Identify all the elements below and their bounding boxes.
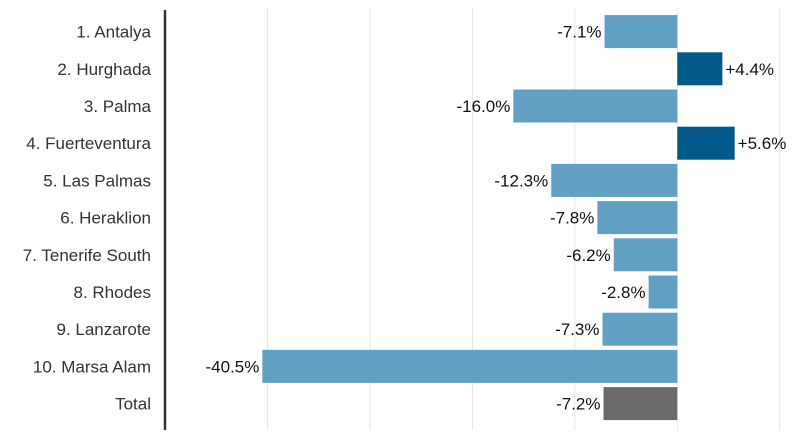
category-label: 9. Lanzarote bbox=[56, 320, 151, 339]
bar bbox=[262, 349, 678, 383]
bar bbox=[597, 201, 678, 235]
bar bbox=[603, 387, 678, 421]
data-label: +4.4% bbox=[725, 60, 774, 79]
data-label: -7.1% bbox=[557, 23, 601, 42]
category-label: 6. Heraklion bbox=[60, 209, 151, 228]
bars-group: -7.1% +4.4% -16.0% +5.6% -12.3%-7.8% -6.2% -2.… bbox=[205, 15, 787, 421]
category-label: 2. Hurghada bbox=[57, 60, 151, 79]
category-label: 4. Fuerteventura bbox=[26, 134, 151, 153]
data-label: -7.2% bbox=[556, 395, 600, 414]
data-label: -12.3% bbox=[494, 171, 548, 190]
bar bbox=[648, 275, 678, 309]
data-label: -6.2% bbox=[566, 246, 610, 265]
category-label: 1. Antalya bbox=[76, 23, 151, 42]
data-label: -2.8% bbox=[601, 283, 645, 302]
bar bbox=[677, 52, 723, 86]
category-label: 10. Marsa Alam bbox=[33, 357, 151, 376]
data-label: -7.3% bbox=[555, 320, 599, 339]
category-label: 5. Las Palmas bbox=[43, 171, 151, 190]
data-label: +5.6% bbox=[738, 134, 787, 153]
bar bbox=[613, 238, 678, 272]
bar bbox=[604, 15, 678, 49]
category-label: 3. Palma bbox=[84, 97, 152, 116]
data-label: -16.0% bbox=[456, 97, 510, 116]
category-label: 8. Rhodes bbox=[74, 283, 152, 302]
bar bbox=[677, 126, 735, 160]
category-label: 7. Tenerife South bbox=[23, 246, 151, 265]
category-label: Total bbox=[115, 395, 151, 414]
bar bbox=[602, 312, 678, 346]
bar bbox=[551, 163, 678, 197]
data-label: -7.8% bbox=[550, 209, 594, 228]
data-label: -40.5% bbox=[205, 357, 259, 376]
category-labels-group: 1. Antalya 2. Hurghada 3. Palma 4. Fuerteve… bbox=[23, 23, 152, 414]
bar bbox=[513, 89, 678, 123]
